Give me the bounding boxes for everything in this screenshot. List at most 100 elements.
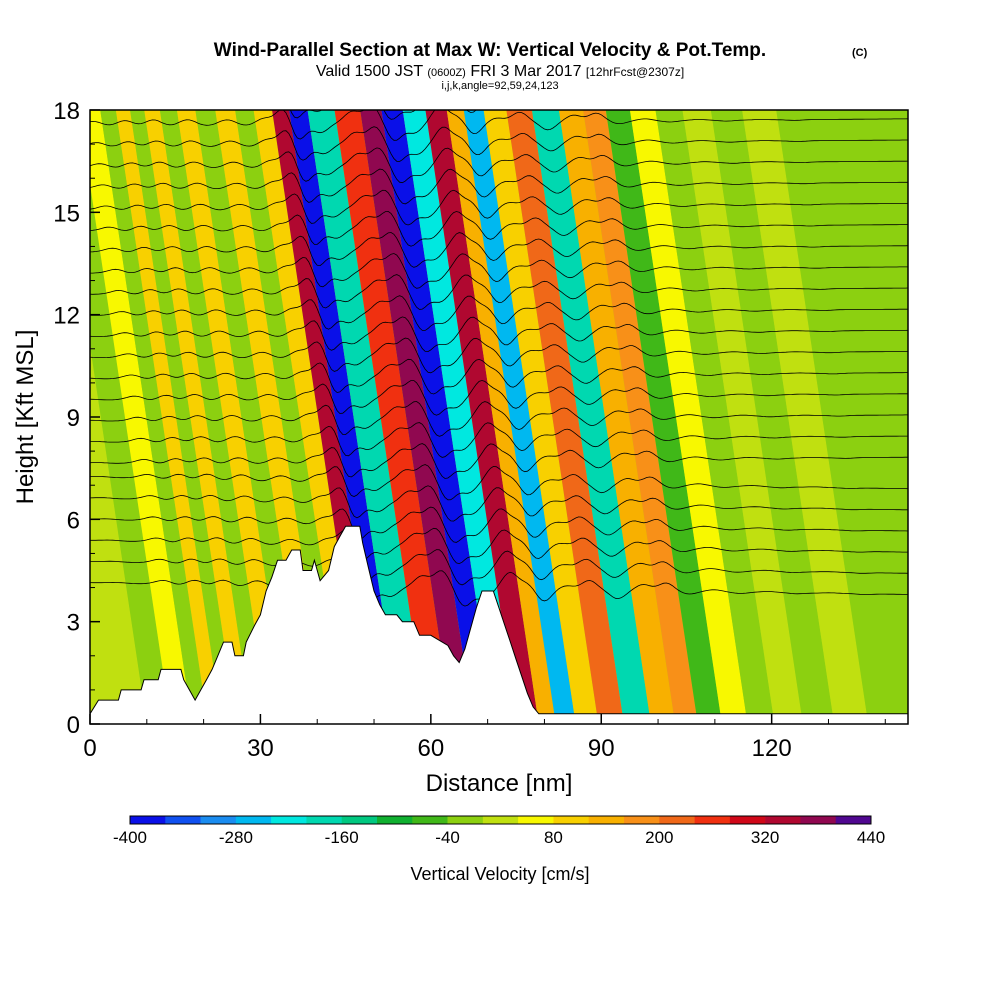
- colorbar-swatch: [588, 816, 625, 824]
- colorbar-tick-label: -400: [113, 828, 147, 847]
- y-tick-label: 12: [53, 303, 80, 330]
- theta-contour: [90, 147, 908, 184]
- velocity-band: [742, 110, 869, 724]
- x-tick-label: 0: [83, 735, 96, 762]
- x-tick-label: 90: [588, 735, 615, 762]
- copyright-mark: (C): [852, 47, 868, 59]
- colorbar-swatch: [553, 816, 590, 824]
- colorbar-swatch: [447, 816, 484, 824]
- theta-contour: [90, 189, 908, 226]
- theta-contour: [90, 168, 908, 205]
- subtitle-date: FRI 3 Mar 2017: [470, 63, 581, 80]
- colorbar-label: Vertical Velocity [cm/s]: [410, 864, 589, 884]
- velocity-band: [655, 110, 775, 724]
- potential-temperature-contours: [90, 110, 908, 607]
- colorbar-swatch: [341, 816, 378, 824]
- velocity-band: [334, 110, 453, 724]
- colorbar-swatch: [482, 816, 519, 824]
- colorbar-tick-label: -40: [435, 828, 460, 847]
- colorbar-tick-label: 80: [544, 828, 563, 847]
- colorbar-swatch: [659, 816, 695, 824]
- velocity-band: [360, 110, 474, 724]
- colorbar-swatch: [518, 816, 554, 824]
- theta-contour: [90, 274, 908, 310]
- velocity-band: [130, 110, 237, 724]
- colorbar-tick-label: 200: [645, 828, 673, 847]
- velocity-band: [144, 110, 252, 724]
- theta-contour: [90, 253, 908, 289]
- colorbar-swatch: [835, 816, 872, 824]
- theta-contour: [90, 380, 908, 416]
- y-tick-label: 6: [67, 507, 80, 534]
- velocity-band: [463, 110, 576, 724]
- velocity-band: [90, 110, 193, 724]
- velocity-band: [583, 110, 698, 724]
- colorbar-tick-label: -280: [219, 828, 253, 847]
- y-tick-label: 3: [67, 610, 80, 637]
- chart-subtitle: Valid 1500 JST (0600Z) FRI 3 Mar 2017 [1…: [316, 63, 684, 80]
- subtitle-utc: (0600Z): [427, 67, 466, 79]
- colorbar-tick-label: -160: [325, 828, 359, 847]
- velocity-band: [506, 110, 624, 724]
- y-axis: 0 3 6 9 12 15 18: [53, 98, 100, 739]
- colorbar-swatch: [412, 816, 448, 824]
- terrain: [90, 525, 908, 724]
- velocity-band: [629, 110, 748, 724]
- colorbar-swatch: [271, 816, 307, 824]
- theta-contour: [90, 110, 908, 141]
- velocity-band: [115, 110, 223, 724]
- y-tick-label: 9: [67, 405, 80, 432]
- colorbar-swatch: [377, 816, 413, 824]
- subtitle-forecast: [12hrFcst@2307z]: [586, 65, 684, 79]
- velocity-band: [90, 344, 147, 724]
- theta-contour: [90, 337, 908, 374]
- x-tick-label: 30: [247, 735, 274, 762]
- theta-contour: [90, 358, 908, 395]
- subtitle-indices: i,j,k,angle=92,59,24,123: [441, 80, 558, 92]
- velocity-band: [289, 110, 400, 724]
- theta-contour: [90, 485, 908, 522]
- colorbar-swatch: [306, 816, 343, 824]
- velocity-band: [558, 110, 676, 724]
- theta-contour: [90, 443, 908, 479]
- x-tick-label: 120: [752, 735, 792, 762]
- colorbar-swatch: [765, 816, 801, 824]
- colorbar-frame: [129, 815, 872, 825]
- velocity-band: [176, 110, 288, 724]
- colorbar-swatch: [235, 816, 272, 824]
- colorbar-swatch: [200, 816, 237, 824]
- theta-contour: [90, 401, 908, 437]
- velocity-band: [531, 110, 651, 724]
- velocity-band: [159, 110, 269, 724]
- theta-contour: [90, 549, 908, 586]
- velocity-band: [235, 110, 346, 724]
- theta-contour: [90, 422, 908, 458]
- colorbar-tick-label: 320: [751, 828, 779, 847]
- colorbar-swatch: [130, 816, 166, 824]
- plot-area: [90, 110, 908, 724]
- velocity-band: [425, 110, 539, 724]
- velocity-band: [776, 110, 908, 724]
- colorbar-swatch: [694, 816, 731, 824]
- colorbar-tick-label: 440: [857, 828, 885, 847]
- y-tick-label: 18: [53, 98, 80, 125]
- theta-contour: [90, 527, 908, 565]
- y-axis-label: Height [Kft MSL]: [12, 330, 39, 505]
- theta-contour: [90, 295, 908, 331]
- velocity-band: [402, 110, 518, 724]
- y-tick-label: 0: [67, 712, 80, 739]
- velocity-band: [100, 110, 208, 724]
- theta-contour: [90, 316, 908, 353]
- colorbar: -400 -280 -160 -40 80 200 320 440: [113, 815, 885, 847]
- colorbar-swatch: [800, 816, 837, 824]
- x-tick-label: 60: [417, 735, 444, 762]
- subtitle-valid: Valid 1500 JST: [316, 63, 424, 80]
- theta-contour: [90, 210, 908, 247]
- colorbar-swatch: [729, 816, 766, 824]
- x-axis-label: Distance [nm]: [426, 770, 573, 797]
- colorbar-swatch: [165, 816, 201, 824]
- velocity-band: [446, 110, 556, 724]
- theta-contour: [90, 570, 908, 607]
- chart-title: Wind-Parallel Section at Max W: Vertical…: [214, 40, 766, 61]
